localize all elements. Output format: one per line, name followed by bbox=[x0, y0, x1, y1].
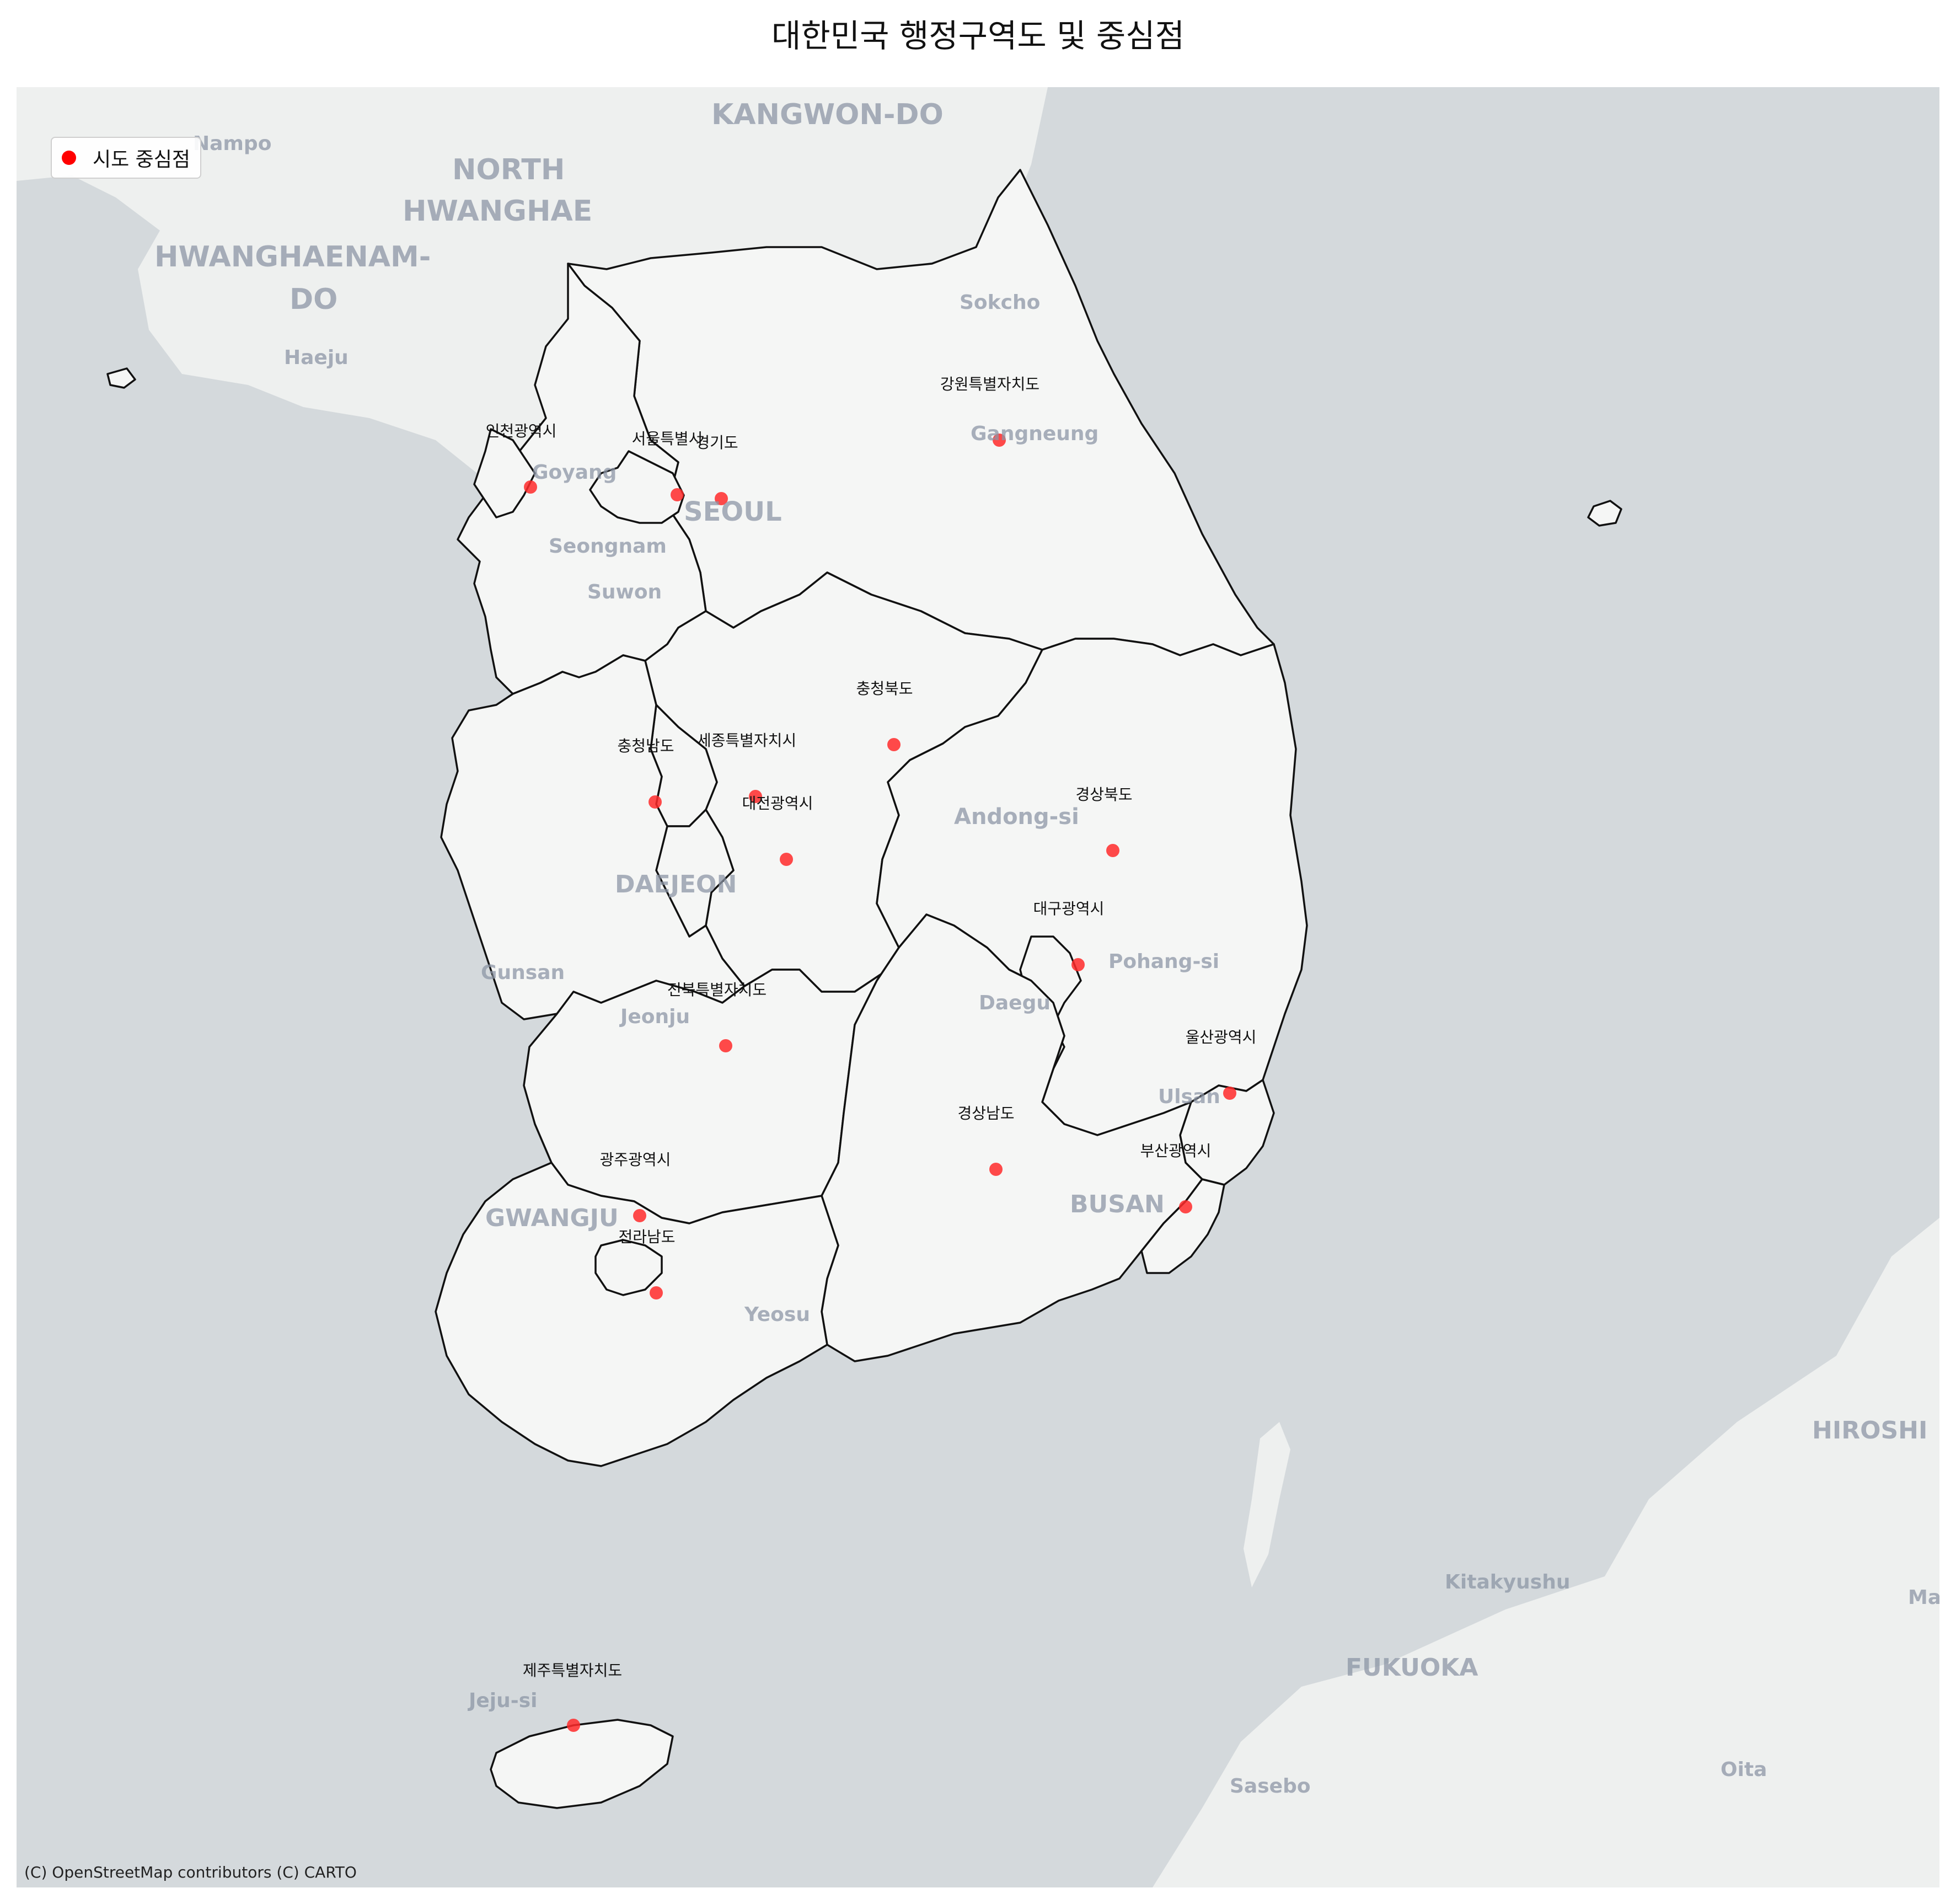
centroid-marker[interactable] bbox=[780, 853, 793, 866]
region-label: 경기도 bbox=[695, 434, 738, 452]
province-gwangju bbox=[594, 1239, 663, 1296]
tsushima-island bbox=[1244, 1422, 1290, 1587]
basemap-place-label: Jeju-si bbox=[469, 1689, 538, 1712]
basemap-place-label: Suwon bbox=[587, 581, 662, 603]
basemap-place-label: FUKUOKA bbox=[1346, 1654, 1478, 1682]
basemap-place-label: Oita bbox=[1721, 1758, 1767, 1781]
region-label: 울산광역시 bbox=[1186, 1028, 1257, 1046]
region-label: 경상남도 bbox=[957, 1104, 1014, 1122]
region-label: 제주특별자치도 bbox=[523, 1661, 622, 1680]
basemap-place-label: Sokcho bbox=[960, 291, 1041, 314]
region-label: 충청북도 bbox=[856, 680, 913, 698]
basemap-place-label: Pohang-si bbox=[1108, 950, 1220, 973]
basemap-place-label: Sasebo bbox=[1230, 1775, 1311, 1798]
basemap-place-label: Daegu bbox=[979, 992, 1051, 1014]
map-title: 대한민국 행정구역도 및 중심점 bbox=[771, 17, 1185, 55]
basemap-place-label: DAEJEON bbox=[615, 870, 737, 898]
region-label: 강원특별자치도 bbox=[940, 375, 1039, 393]
region-label: 인천광역시 bbox=[486, 422, 557, 440]
region-label: 대전광역시 bbox=[742, 794, 813, 812]
centroid-marker[interactable] bbox=[749, 790, 762, 803]
region-label: 세종특별자치시 bbox=[697, 731, 796, 750]
centroid-marker[interactable] bbox=[715, 492, 728, 505]
island-ulleung bbox=[1587, 500, 1622, 527]
province-busan bbox=[1140, 1178, 1225, 1274]
basemap-place-label: Andong-si bbox=[954, 804, 1079, 830]
centroid-marker[interactable] bbox=[1223, 1087, 1236, 1100]
basemap-place-label: KANGWON-DO bbox=[711, 98, 944, 131]
basemap-place-label: Nampo bbox=[193, 132, 272, 155]
region-label: 광주광역시 bbox=[600, 1151, 671, 1169]
province-boundaries bbox=[106, 169, 1622, 1809]
centroid-marker[interactable] bbox=[524, 480, 537, 494]
centroid-marker[interactable] bbox=[649, 795, 662, 809]
basemap-place-label: Goyang bbox=[532, 461, 617, 484]
centroid-marker[interactable] bbox=[719, 1039, 732, 1052]
centroid-marker[interactable] bbox=[989, 1163, 1003, 1176]
basemap-place-label: NORTH bbox=[452, 153, 565, 186]
island-baengnyeong bbox=[106, 367, 136, 389]
basemap-place-label: Gangneung bbox=[971, 422, 1099, 445]
basemap-place-label: Seongnam bbox=[549, 535, 667, 558]
centroid-layer bbox=[524, 434, 1236, 1732]
centroid-marker[interactable] bbox=[1106, 844, 1119, 857]
region-label: 대구광역시 bbox=[1033, 900, 1105, 918]
region-label: 전북특별자치도 bbox=[667, 981, 767, 999]
region-label: 경상북도 bbox=[1075, 785, 1132, 804]
basemap-place-label: Gunsan bbox=[481, 961, 565, 984]
basemap-place-label: Kitakyushu bbox=[1445, 1571, 1571, 1593]
province-incheon bbox=[473, 428, 536, 518]
province-jeju bbox=[490, 1719, 674, 1809]
centroid-marker[interactable] bbox=[650, 1286, 663, 1299]
legend: 시도 중심점 bbox=[51, 137, 202, 179]
basemap-place-label: HIROSHI bbox=[1812, 1416, 1928, 1445]
centroid-marker[interactable] bbox=[1071, 958, 1085, 971]
basemap-place-label: Ma bbox=[1908, 1586, 1939, 1609]
basemap-place-label: HWANGHAENAM- bbox=[154, 240, 431, 274]
centroid-marker[interactable] bbox=[633, 1209, 646, 1222]
north-korea-landmass bbox=[17, 87, 1048, 484]
region-label: 전라남도 bbox=[618, 1228, 675, 1246]
centroid-marker[interactable] bbox=[567, 1719, 580, 1732]
centroid-marker[interactable] bbox=[1179, 1200, 1192, 1213]
province-seoul bbox=[589, 450, 685, 524]
province-jeonnam bbox=[435, 1162, 839, 1467]
map-attribution: (C) OpenStreetMap contributors (C) CARTO bbox=[24, 1863, 357, 1881]
centroid-marker[interactable] bbox=[993, 434, 1006, 447]
centroid-marker[interactable] bbox=[887, 738, 901, 751]
region-label: 충청남도 bbox=[617, 737, 674, 755]
region-label: 서울특별시 bbox=[632, 430, 703, 448]
basemap-place-label: SEOUL bbox=[684, 496, 782, 527]
basemap-place-label: Yeosu bbox=[744, 1303, 810, 1326]
centroid-marker[interactable] bbox=[671, 488, 684, 501]
legend-marker-icon bbox=[62, 151, 76, 165]
basemap-place-label: Ulsan bbox=[1158, 1085, 1220, 1108]
basemap-place-label: BUSAN bbox=[1070, 1190, 1165, 1218]
legend-label: 시도 중심점 bbox=[93, 148, 191, 171]
basemap-place-label: Haeju bbox=[284, 346, 349, 369]
region-label: 부산광역시 bbox=[1140, 1142, 1212, 1160]
basemap-place-label: HWANGHAE bbox=[403, 195, 593, 228]
basemap-place-label: DO bbox=[290, 283, 338, 316]
japan-landmass bbox=[1153, 1218, 1939, 1887]
basemap-place-label: Jeonju bbox=[620, 1006, 690, 1028]
basemap-place-label: GWANGJU bbox=[485, 1204, 619, 1232]
